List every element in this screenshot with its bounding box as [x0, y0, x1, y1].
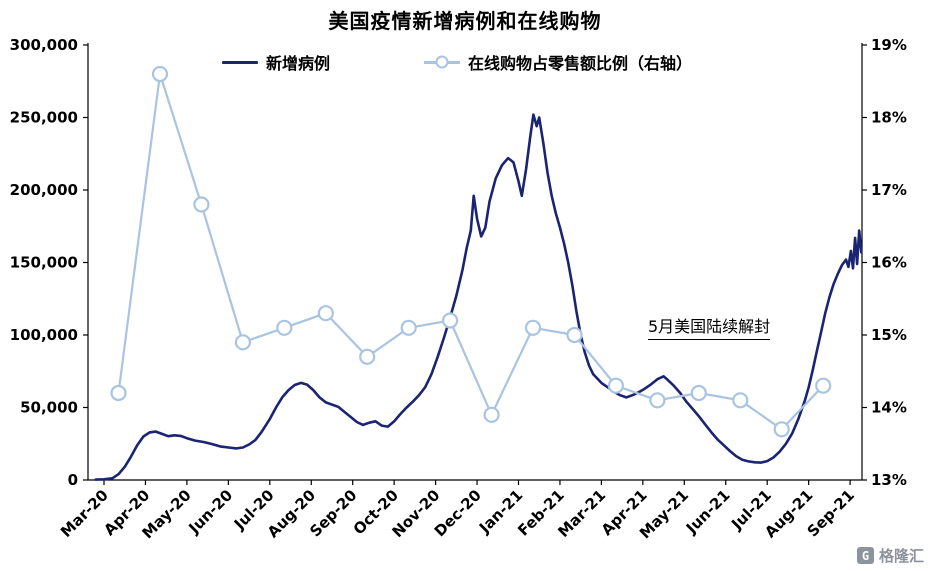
online-share-marker [151, 65, 169, 83]
annotation-may-reopen: 5月美国陆续解封 [648, 313, 771, 340]
x-tick-label: Mar-20 [57, 486, 112, 541]
online-share-marker [524, 319, 542, 336]
online-share-marker [234, 334, 251, 351]
legend-label-new-cases: 新增病例 [266, 54, 331, 73]
online-share-marker [110, 384, 127, 402]
right-tick-label: 15% [871, 326, 907, 344]
left-tick-label: 100,000 [10, 326, 78, 344]
online-share-line [117, 72, 824, 431]
new-cases-line-swatch-icon [222, 60, 258, 64]
online-share-marker [607, 377, 625, 394]
right-tick-label: 16% [871, 254, 907, 272]
left-tick-label: 150,000 [10, 254, 78, 272]
left-tick-label: 250,000 [10, 109, 78, 127]
right-tick-label: 17% [871, 181, 907, 199]
left-tick-label: 50,000 [20, 399, 78, 417]
watermark-text: 格隆汇 [878, 547, 924, 565]
online-share-line-swatch-icon [424, 60, 460, 64]
right-tick-label: 13% [871, 471, 907, 489]
online-share-marker [483, 406, 500, 423]
online-share-marker [193, 196, 210, 213]
online-share-marker [566, 326, 583, 344]
online-share-marker [276, 319, 293, 336]
online-share-marker [400, 319, 417, 336]
legend-label-online-share: 在线购物占零售额比例（右轴） [468, 54, 693, 73]
watermark-gelonghui: G 格隆汇 [856, 545, 924, 566]
online-share-marker [317, 305, 334, 322]
new-cases-line [94, 113, 863, 481]
left-tick-label: 200,000 [10, 181, 78, 199]
online-share-marker [442, 312, 459, 329]
right-tick-label: 18% [871, 109, 907, 127]
online-share-marker [773, 421, 790, 438]
online-share-marker [649, 392, 666, 409]
legend-item-new-cases: 新增病例 [222, 50, 330, 74]
online-share-marker [815, 377, 832, 394]
chart-title: 美国疫情新增病例和在线购物 [328, 9, 602, 33]
online-share-marker [690, 384, 707, 402]
x-tick-label: Jun-20 [185, 486, 237, 538]
right-tick-label: 14% [871, 399, 907, 417]
left-tick-label: 0 [68, 471, 78, 489]
x-tick-label: Jun-21 [682, 486, 734, 538]
left-tick-label: 300,000 [10, 36, 78, 54]
online-share-marker [732, 392, 749, 409]
online-share-marker [359, 348, 376, 365]
gelonghui-logo-icon: G [856, 547, 874, 564]
right-tick-label: 19% [871, 36, 907, 54]
legend-item-online-share: 在线购物占零售额比例（右轴） [424, 50, 692, 74]
